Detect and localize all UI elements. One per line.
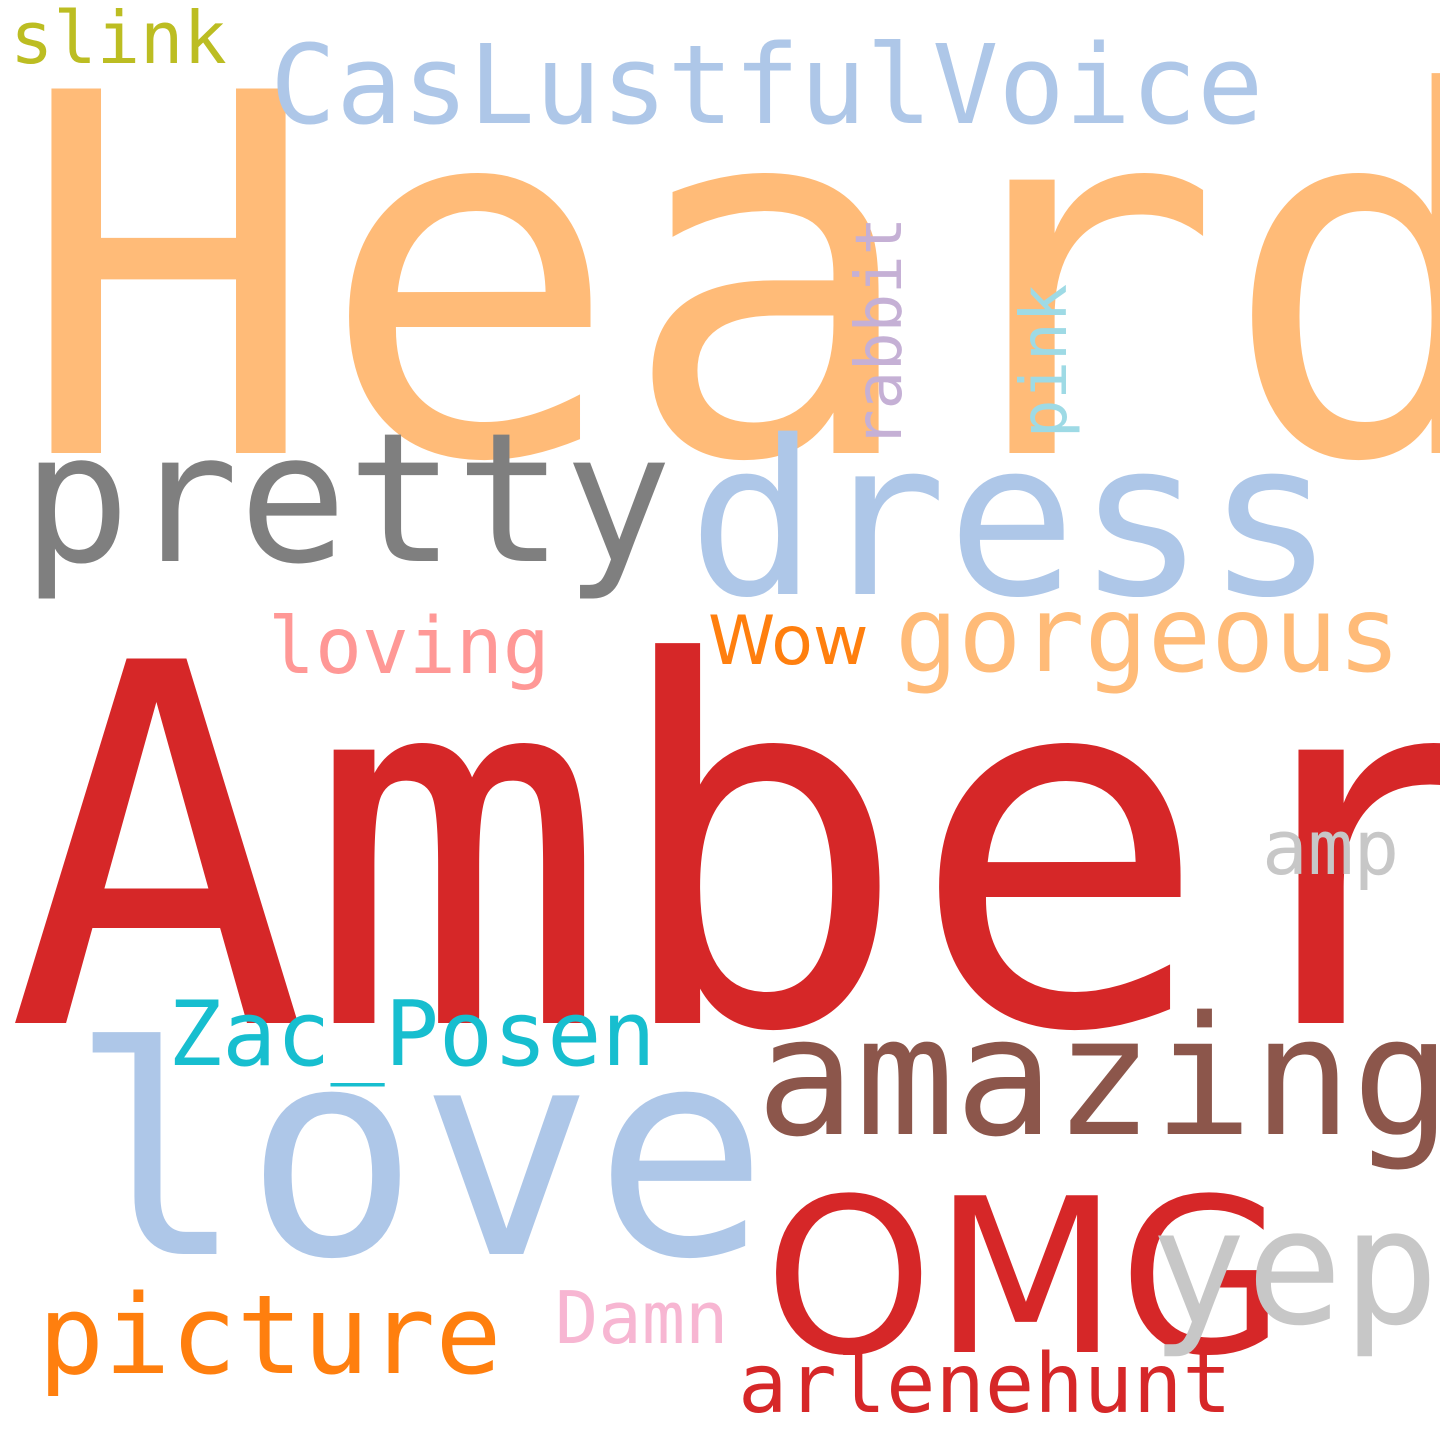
word-pink: pink bbox=[1008, 283, 1082, 438]
word-amp: amp bbox=[1262, 803, 1400, 892]
word-dress: dress bbox=[688, 394, 1336, 645]
word-amazing: amazing bbox=[756, 981, 1440, 1173]
word-slink: slink bbox=[10, 0, 227, 80]
word-zac-posen: Zac_Posen bbox=[168, 982, 656, 1087]
word-gorgeous: gorgeous bbox=[895, 574, 1401, 696]
word-rabbit: rabbit bbox=[843, 216, 917, 448]
word-pretty: pretty bbox=[22, 395, 673, 604]
word-picture: picture bbox=[38, 1271, 502, 1399]
word-amber: Amber bbox=[6, 559, 1440, 1141]
word-loving: loving bbox=[268, 602, 550, 692]
word-omg: OMG bbox=[764, 1152, 1286, 1403]
word-yep: yep bbox=[1150, 1174, 1439, 1361]
word-caslustfulvoice: CasLustfulVoice bbox=[270, 21, 1264, 149]
word-damn: Damn bbox=[555, 1276, 729, 1360]
word-love: love bbox=[70, 986, 769, 1323]
word-heard: Heard bbox=[18, 0, 1440, 571]
word-arlenehunt: arlenehunt bbox=[738, 1337, 1232, 1432]
word-wow: Wow bbox=[708, 602, 869, 681]
